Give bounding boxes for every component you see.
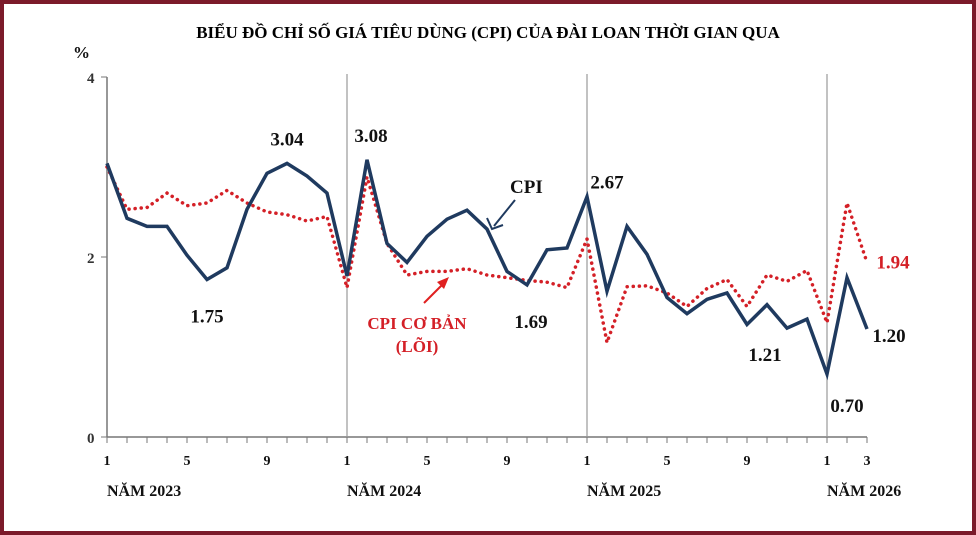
y-tick-label: 2 [87,251,95,267]
cpi-callout-label: CPI [510,177,543,198]
data-label: 1.21 [748,345,781,366]
y-tick-label: 0 [87,431,95,447]
data-label: 1.75 [190,307,223,328]
year-label: NĂM 2025 [587,481,661,500]
y-axis-label: % [73,43,90,62]
cpi-callout-arrow [493,199,516,227]
data-label: 3.08 [354,126,387,147]
cpi-line [105,159,869,381]
data-label: 2.67 [590,173,624,194]
arrow-head-icon [486,217,504,231]
x-tick-label: 1 [104,454,111,469]
year-label: NĂM 2023 [107,481,181,500]
x-tick-label: 1 [344,454,351,469]
year-label: NĂM 2024 [347,481,421,500]
core-cpi-line [105,165,869,350]
x-tick-label: 1 [824,454,831,469]
chart-title: BIỂU ĐỒ CHỈ SỐ GIÁ TIÊU DÙNG (CPI) CỦA Đ… [196,22,780,42]
data-label: 1.94 [876,252,910,273]
year-label: NĂM 2026 [827,481,901,500]
cpi-line-chart: BIỂU ĐỒ CHỈ SỐ GIÁ TIÊU DÙNG (CPI) CỦA Đ… [73,22,910,500]
x-tick-label: 5 [424,454,431,469]
data-label: 0.70 [830,396,863,417]
data-label: 1.20 [872,326,905,347]
x-tick-label: 3 [864,454,871,469]
x-tick-label: 5 [184,454,191,469]
core-callout-label: CPI CƠ BẢN [367,314,467,333]
x-tick-label: 1 [584,454,591,469]
data-label: 3.04 [270,129,304,150]
x-tick-label: 9 [264,454,271,469]
y-tick-label: 4 [87,71,95,87]
x-tick-label: 9 [504,454,511,469]
data-label: 1.69 [514,312,547,333]
core-callout-label-2: (LÕI) [396,336,439,356]
x-tick-label: 9 [744,454,751,469]
arrow-head-icon [437,277,449,289]
x-tick-label: 5 [664,454,671,469]
